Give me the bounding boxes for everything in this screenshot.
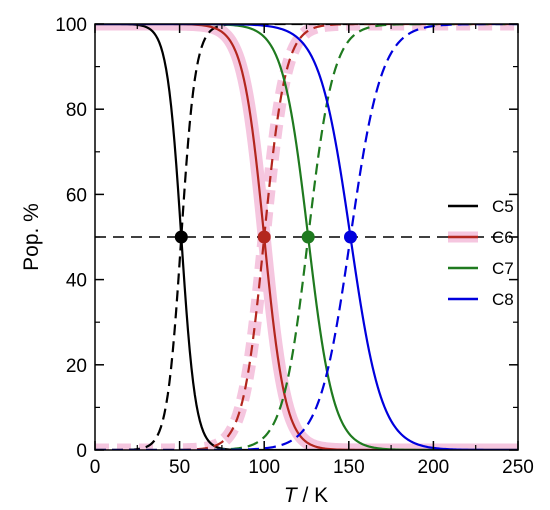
x-tick-label-200: 200	[418, 457, 450, 478]
y-axis-label: Pop. %	[20, 203, 43, 271]
x-axis-label-symbol: T	[284, 484, 299, 507]
legend-c6-label: C6	[492, 228, 514, 247]
c8-midpoint-marker	[343, 230, 357, 244]
c8-dashed-line	[95, 24, 518, 450]
c5-midpoint-marker	[174, 230, 188, 244]
x-tick-label-150: 150	[333, 457, 365, 478]
x-axis-label: T / K	[284, 484, 328, 507]
c7-midpoint-marker	[301, 230, 315, 244]
c8-solid-line	[95, 24, 518, 450]
x-tick-label-50: 50	[169, 457, 190, 478]
x-axis-label-unit: / K	[297, 484, 329, 507]
c5-solid-line	[95, 24, 518, 450]
y-tick-label-100: 100	[55, 15, 87, 36]
legend-c5-label: C5	[492, 197, 514, 216]
legend-c7-label: C7	[492, 259, 514, 278]
x-tick-label-100: 100	[248, 457, 280, 478]
x-tick-label-0: 0	[90, 457, 101, 478]
x-tick-label-250: 250	[502, 457, 534, 478]
c6-midpoint-marker	[257, 230, 271, 244]
y-tick-label-40: 40	[66, 271, 87, 292]
y-tick-label-20: 20	[66, 356, 87, 377]
y-tick-label-60: 60	[66, 185, 87, 206]
legend-c8-label: C8	[492, 290, 514, 309]
y-tick-label-80: 80	[66, 100, 87, 121]
y-tick-label-0: 0	[76, 441, 87, 462]
